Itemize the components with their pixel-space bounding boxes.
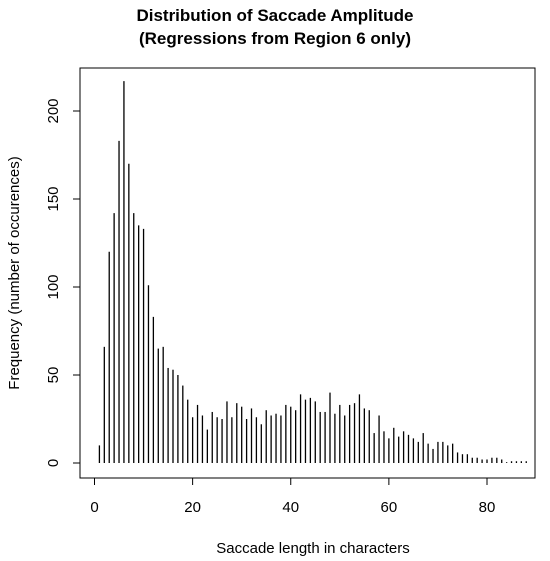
y-tick-label: 100 [45,274,62,299]
x-tick-label: 60 [381,499,398,516]
x-tick-label: 0 [90,499,98,516]
x-axis-label: Saccade length in characters [216,540,409,557]
y-tick-label: 0 [45,459,62,467]
chart-title: Distribution of Saccade Amplitude [136,6,414,25]
y-tick-label: 200 [45,98,62,123]
x-tick-label: 80 [479,499,496,516]
bars-group [98,81,527,463]
x-tick-label: 40 [282,499,299,516]
y-axis: 0 50 100 150 200 [45,98,81,467]
x-tick-label: 20 [184,499,201,516]
x-axis: 0 20 40 60 80 [90,477,496,516]
y-axis-label: Frequency (number of occurences) [6,156,23,389]
y-tick-label: 150 [45,186,62,211]
chart-subtitle: (Regressions from Region 6 only) [138,29,412,48]
y-tick-label: 50 [45,367,62,384]
